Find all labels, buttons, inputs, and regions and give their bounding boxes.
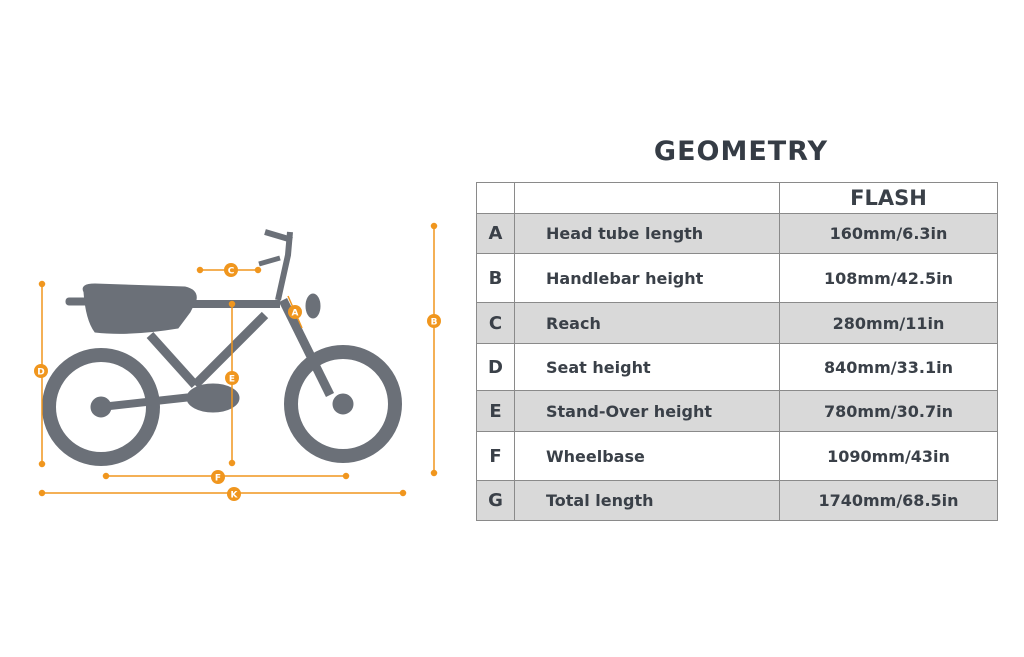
svg-text:K: K bbox=[231, 491, 239, 501]
page-title: GEOMETRY bbox=[653, 136, 829, 167]
table-row: C Reach 280mm/11in bbox=[476, 302, 998, 344]
marker-e: E bbox=[225, 371, 239, 385]
marker-d: D bbox=[34, 364, 48, 378]
table-row: A Head tube length 160mm/6.3in bbox=[476, 213, 998, 254]
front-wheel bbox=[284, 345, 402, 463]
table-header-row: FLASH bbox=[476, 182, 998, 214]
marker-f: F bbox=[211, 470, 225, 484]
marker-b: B bbox=[427, 314, 441, 328]
dimension-markers: A B C D E F K bbox=[34, 263, 441, 501]
svg-text:E: E bbox=[229, 375, 235, 385]
rear-wheel bbox=[42, 348, 160, 466]
svg-text:D: D bbox=[37, 368, 44, 378]
table-row: B Handlebar height 108mm/42.5in bbox=[476, 253, 998, 303]
table-row: D Seat height 840mm/33.1in bbox=[476, 343, 998, 391]
svg-text:B: B bbox=[431, 318, 438, 328]
svg-text:C: C bbox=[228, 267, 235, 277]
model-name: FLASH bbox=[779, 182, 998, 214]
bike-silhouette bbox=[42, 229, 402, 466]
svg-text:F: F bbox=[215, 474, 221, 484]
marker-k: K bbox=[227, 487, 241, 501]
marker-a: A bbox=[288, 305, 302, 319]
dimension-lines bbox=[38, 222, 438, 497]
svg-text:A: A bbox=[292, 309, 299, 319]
table-row: F Wheelbase 1090mm/43in bbox=[476, 431, 998, 481]
bike-geometry-diagram: A B C D E F K bbox=[34, 222, 441, 501]
table-row: E Stand-Over height 780mm/30.7in bbox=[476, 390, 998, 432]
geometry-table: FLASH A Head tube length 160mm/6.3in B H… bbox=[476, 182, 998, 521]
seat bbox=[82, 283, 197, 334]
marker-c: C bbox=[224, 263, 238, 277]
table-row: G Total length 1740mm/68.5in bbox=[476, 480, 998, 521]
